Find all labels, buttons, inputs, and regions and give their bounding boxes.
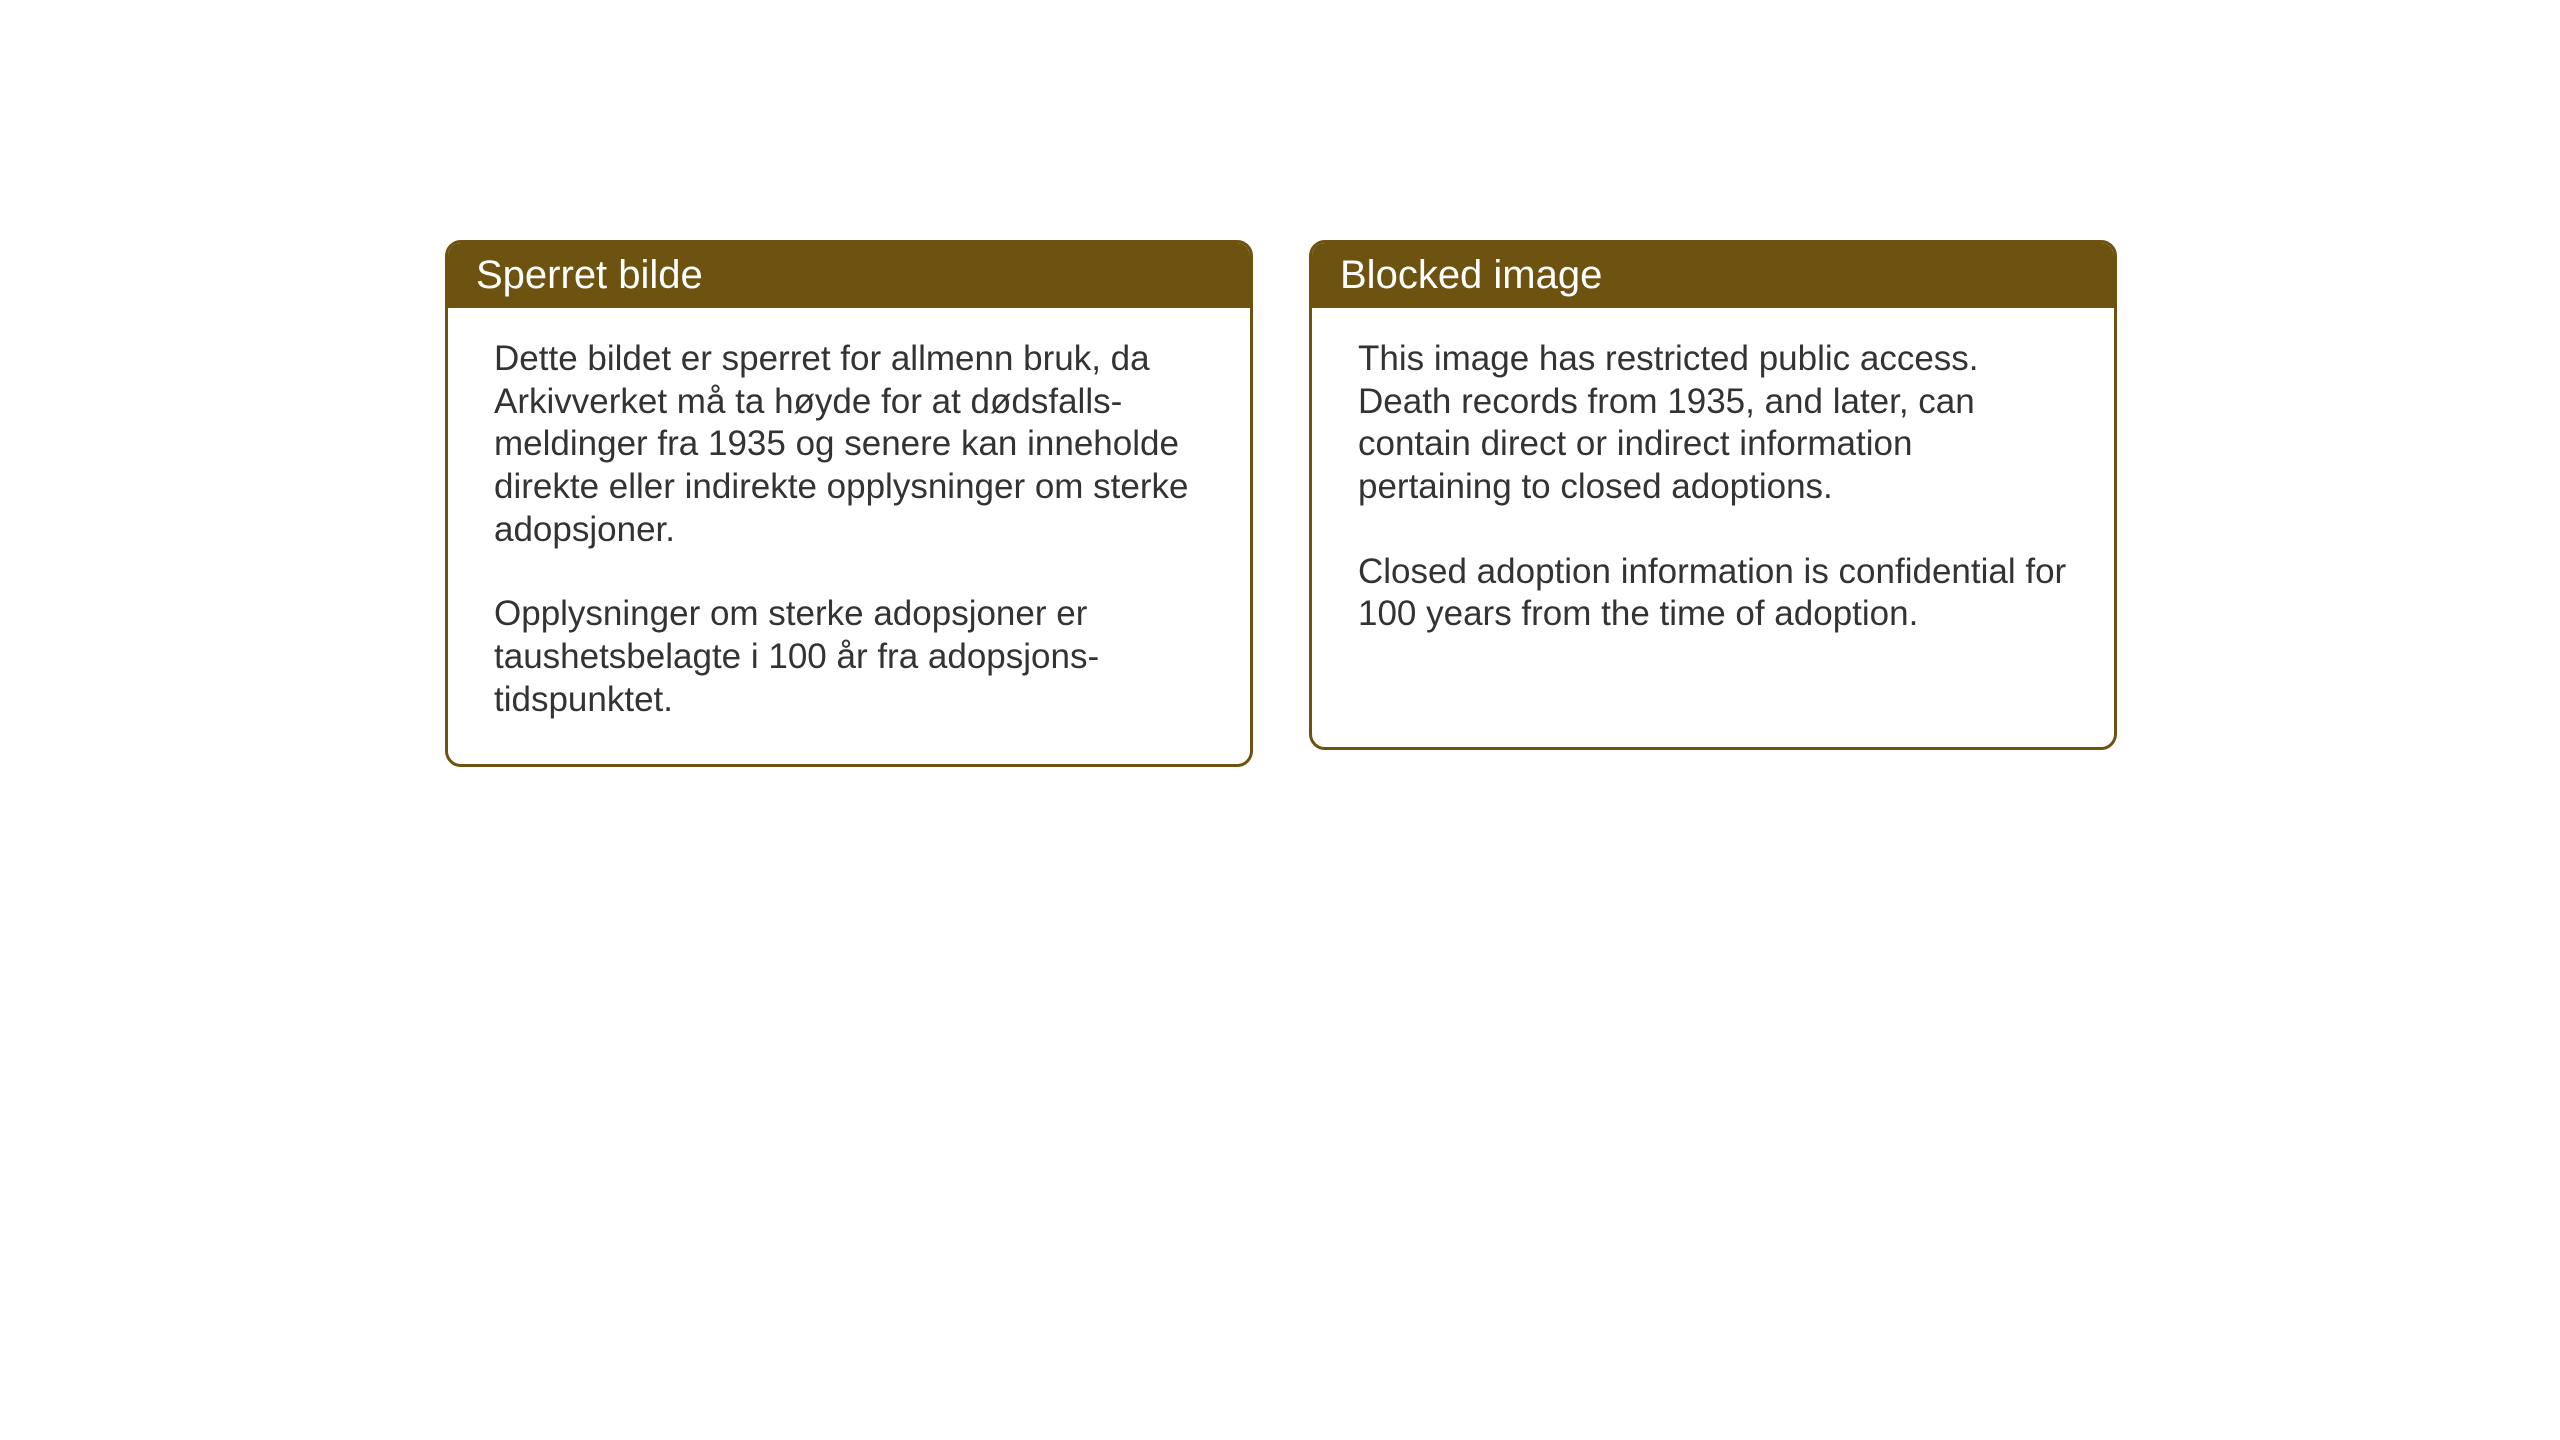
card-title-english: Blocked image (1340, 253, 1602, 297)
card-paragraph-norwegian-1: Dette bildet er sperret for allmenn bruk… (494, 338, 1204, 551)
card-header-english: Blocked image (1312, 243, 2114, 308)
notice-card-english: Blocked image This image has restricted … (1309, 240, 2117, 750)
card-body-norwegian: Dette bildet er sperret for allmenn bruk… (448, 308, 1250, 764)
notice-container: Sperret bilde Dette bildet er sperret fo… (445, 240, 2117, 767)
card-paragraph-norwegian-2: Opplysninger om sterke adopsjoner er tau… (494, 593, 1204, 721)
card-body-english: This image has restricted public access.… (1312, 308, 2114, 678)
card-paragraph-english-2: Closed adoption information is confident… (1358, 551, 2068, 636)
notice-card-norwegian: Sperret bilde Dette bildet er sperret fo… (445, 240, 1253, 767)
card-header-norwegian: Sperret bilde (448, 243, 1250, 308)
card-title-norwegian: Sperret bilde (476, 253, 703, 297)
card-paragraph-english-1: This image has restricted public access.… (1358, 338, 2068, 509)
